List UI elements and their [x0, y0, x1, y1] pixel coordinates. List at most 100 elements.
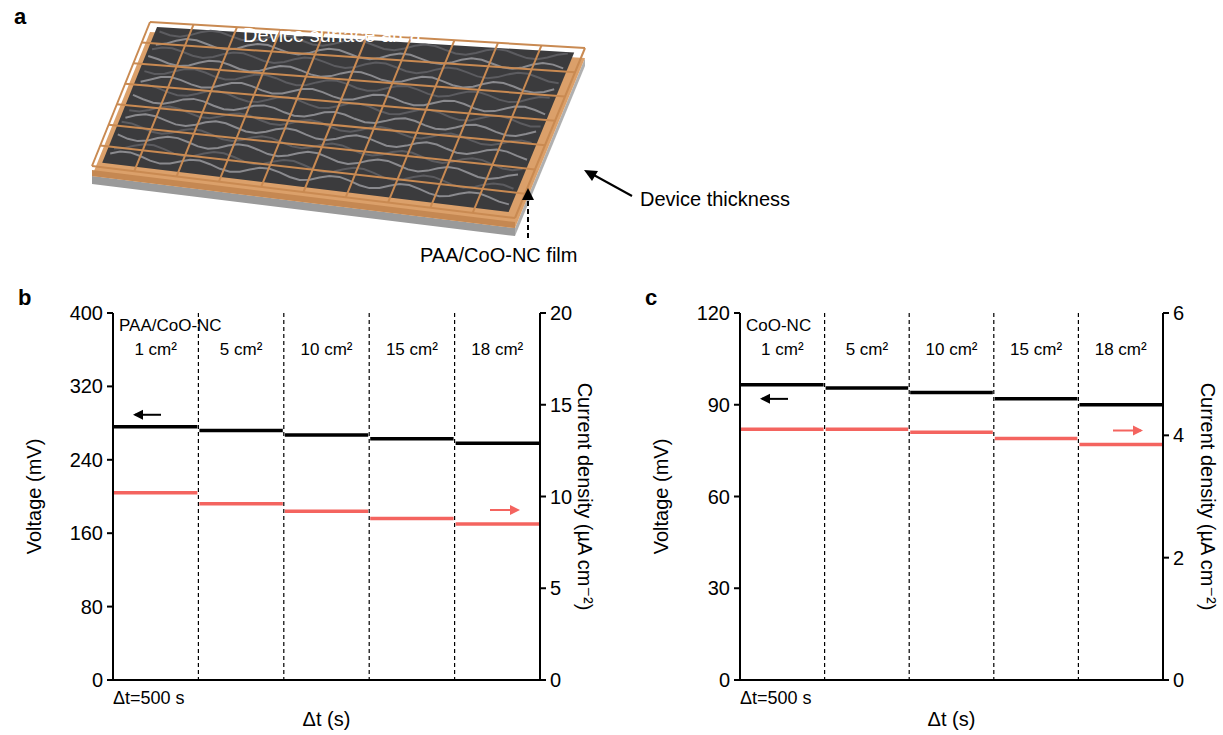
- annotation: Δt=500 s: [740, 688, 812, 708]
- y-tick: [734, 312, 740, 314]
- mesh-line: [150, 22, 585, 48]
- y2-tick-label: 0: [550, 669, 561, 691]
- segment: [285, 433, 368, 437]
- category-label: 18 cm²: [1095, 340, 1147, 359]
- mesh-line: [388, 40, 454, 202]
- axis-arrowhead: [1133, 426, 1143, 436]
- segment: [199, 502, 282, 506]
- segment: [285, 509, 368, 513]
- mesh-line: [133, 63, 565, 96]
- y2-tick: [1163, 312, 1169, 314]
- arrowhead: [584, 170, 598, 181]
- mesh-line: [177, 27, 237, 176]
- category-label: 15 cm²: [1010, 340, 1062, 359]
- y-tick: [107, 385, 113, 387]
- y2-axis-title: Current density (µA cm⁻²): [574, 383, 596, 611]
- panel-letter: b: [18, 285, 31, 310]
- mesh-line: [92, 22, 150, 166]
- segment: [741, 383, 824, 387]
- y-tick-label: 400: [70, 302, 103, 324]
- mesh-line: [430, 43, 498, 208]
- y2-tick: [540, 404, 546, 406]
- separator: [454, 313, 455, 680]
- separator: [283, 313, 284, 680]
- x-axis: [740, 679, 1163, 681]
- y2-tick-label: 4: [1173, 424, 1184, 446]
- y-tick-label: 320: [70, 375, 103, 397]
- mesh-line: [92, 166, 515, 218]
- chart-title: CoO-NC: [746, 316, 811, 335]
- y-tick-label: 120: [697, 302, 730, 324]
- category-label: 1 cm²: [761, 340, 804, 359]
- mesh-line: [346, 38, 411, 198]
- x-axis: [113, 679, 540, 681]
- arrowhead: [522, 188, 534, 200]
- axis-arrowhead: [133, 410, 143, 420]
- chart-title: PAA/CoO-NC: [119, 316, 222, 335]
- annotation: Δt=500 s: [113, 688, 185, 708]
- y-axis: [112, 313, 114, 680]
- segment: [114, 425, 197, 429]
- y-tick: [107, 312, 113, 314]
- segment: [370, 517, 453, 521]
- segment: [370, 437, 453, 441]
- y-tick-label: 30: [708, 577, 730, 599]
- y-tick: [107, 459, 113, 461]
- segment: [114, 491, 197, 495]
- category-label: 5 cm²: [220, 340, 263, 359]
- y-tick: [734, 404, 740, 406]
- y2-axis: [1162, 313, 1164, 680]
- y-tick-label: 0: [92, 669, 103, 691]
- y-tick-label: 80: [81, 596, 103, 618]
- segment: [1079, 443, 1162, 447]
- category-label: 1 cm²: [134, 340, 177, 359]
- y2-tick: [540, 496, 546, 498]
- segment: [910, 391, 993, 395]
- data: [741, 385, 1162, 445]
- y2-tick: [540, 587, 546, 589]
- y2-tick-label: 5: [550, 577, 561, 599]
- segment: [456, 442, 539, 446]
- y2-axis-title: Current density (µA cm⁻²): [1197, 383, 1219, 611]
- y-tick: [734, 679, 740, 681]
- y2-tick: [1163, 557, 1169, 559]
- panel-c: 03060901200246Voltage (mV)Current densit…: [645, 285, 1219, 730]
- y2-tick: [1163, 679, 1169, 681]
- panel-a: aDevice surface areaDevice thicknessPAA/…: [14, 4, 790, 266]
- mesh-line: [515, 48, 585, 218]
- y2-tick: [1163, 434, 1169, 436]
- mesh-line: [117, 104, 545, 145]
- panel-letter: a: [14, 4, 27, 29]
- segment: [995, 437, 1078, 441]
- category-label: 15 cm²: [386, 340, 438, 359]
- film: [102, 27, 574, 212]
- data: [114, 427, 539, 524]
- segment: [741, 427, 824, 431]
- x-axis-title: Δt (s): [928, 708, 976, 730]
- y-tick-label: 90: [708, 394, 730, 416]
- segment: [826, 427, 909, 431]
- segment: [910, 431, 993, 435]
- y-axis-title: Voltage (mV): [23, 439, 45, 555]
- arrow: [527, 198, 529, 238]
- mesh-line: [473, 45, 542, 212]
- y-tick-label: 0: [719, 669, 730, 691]
- y-tick: [107, 532, 113, 534]
- y2-tick-label: 20: [550, 302, 572, 324]
- y2-tick-label: 10: [550, 486, 572, 508]
- mesh-line: [134, 25, 193, 172]
- y2-tick-label: 2: [1173, 547, 1184, 569]
- category-label: 10 cm²: [926, 340, 978, 359]
- y-tick-label: 60: [708, 486, 730, 508]
- y-tick: [107, 606, 113, 608]
- y-tick: [107, 679, 113, 681]
- segment: [826, 386, 909, 390]
- y2-tick-label: 15: [550, 394, 572, 416]
- panel-b: 08016024032040005101520Voltage (mV)Curre…: [18, 285, 596, 730]
- segment: [1079, 403, 1162, 407]
- separator: [993, 313, 994, 680]
- y2-tick: [540, 679, 546, 681]
- label-surface: Device surface area: [243, 24, 422, 46]
- y-tick: [734, 496, 740, 498]
- label-film: PAA/CoO-NC film: [420, 244, 577, 266]
